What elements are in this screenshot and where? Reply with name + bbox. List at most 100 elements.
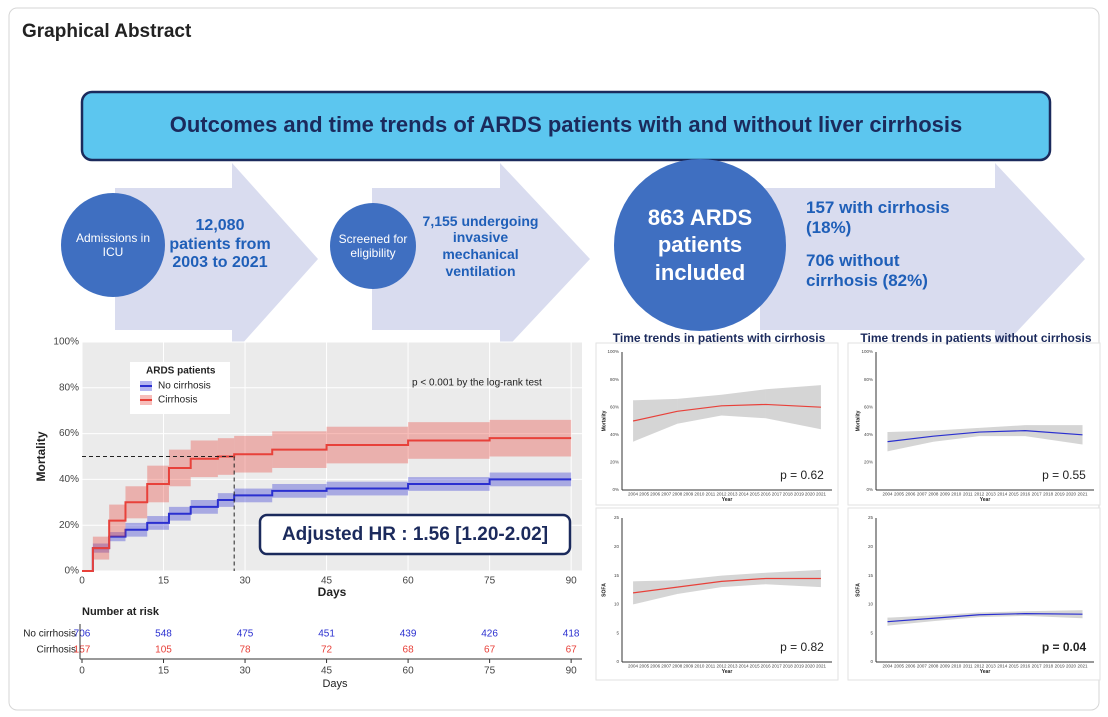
x-tick-label: 2015 <box>750 492 761 497</box>
x-tick-label: 15 <box>158 576 170 587</box>
x-tick-label: 15 <box>158 666 170 677</box>
y-tick-label: 25 <box>868 515 874 520</box>
arrow <box>372 163 590 355</box>
banner <box>80 90 1052 162</box>
x-tick-label: 2007 <box>661 492 672 497</box>
x-tick-label: 2005 <box>639 492 650 497</box>
x-axis-label: Days <box>318 585 347 599</box>
series-line <box>632 577 821 594</box>
x-tick-label: 2006 <box>905 492 916 497</box>
x-tick-label: 2014 <box>997 492 1008 497</box>
p-value: p = 0.55 <box>1042 468 1086 482</box>
x-tick-label: 2008 <box>672 492 683 497</box>
x-tick-label: 2013 <box>728 664 739 669</box>
x-tick-label: 2019 <box>794 492 805 497</box>
x-tick-label: 2004 <box>882 492 893 497</box>
annotation: p < 0.001 by the log-rank test <box>412 378 542 389</box>
x-tick-label: 2015 <box>1009 664 1020 669</box>
y-tick-label: 0% <box>65 566 80 577</box>
x-tick-label: 2012 <box>716 664 727 669</box>
x-tick-label: 0 <box>79 576 85 587</box>
step-circle-text: 863 ARDS patients included <box>647 204 753 285</box>
x-tick-label: 0 <box>79 666 85 677</box>
y-tick-label: 0 <box>616 659 619 664</box>
x-tick-label: 2017 <box>1032 664 1043 669</box>
y-tick-label: 40% <box>864 432 873 437</box>
hr-box <box>258 513 572 556</box>
x-tick-label: 2014 <box>997 664 1008 669</box>
risk-value: 426 <box>481 629 498 640</box>
y-tick-label: 20% <box>59 520 79 531</box>
risk-value: 67 <box>566 645 578 656</box>
panel-title: Time trends in patients without cirrhosi… <box>860 331 1091 345</box>
y-tick-label: 100% <box>53 337 79 348</box>
banner-title: Outcomes and time trends of ARDS patient… <box>170 112 963 137</box>
y-tick-label: 40% <box>59 474 79 485</box>
confidence-band <box>933 427 980 442</box>
x-tick-label: 2011 <box>706 664 716 669</box>
panel-title: Time trends in patients with cirrhosis <box>613 331 826 345</box>
x-tick-label: 90 <box>566 666 578 677</box>
y-axis-label: Mortality <box>34 431 48 481</box>
y-tick-label: 20 <box>614 544 620 549</box>
risk-value: 418 <box>563 629 580 640</box>
y-tick-label: 100% <box>607 349 619 354</box>
x-tick-label: 30 <box>239 576 251 587</box>
x-tick-label: 2019 <box>1055 664 1066 669</box>
y-tick-label: 80% <box>59 382 79 393</box>
x-tick-label: 2007 <box>661 664 672 669</box>
x-tick-label: 2004 <box>628 664 639 669</box>
step-circle <box>330 203 416 289</box>
risk-value: 67 <box>484 645 496 656</box>
x-tick-label: 2010 <box>951 492 962 497</box>
x-tick-label: 60 <box>403 666 415 677</box>
confidence-band <box>721 389 766 419</box>
x-tick-label: 2018 <box>1043 492 1054 497</box>
y-tick-label: 100% <box>861 349 873 354</box>
series-line <box>82 437 572 572</box>
x-tick-label: 45 <box>321 666 333 677</box>
hazard-ratio: Adjusted HR : 1.56 [1.20-2.02] <box>282 524 548 545</box>
risk-value: 706 <box>74 629 91 640</box>
x-tick-label: 75 <box>484 666 496 677</box>
x-tick-label: 2016 <box>761 492 772 497</box>
y-tick-label: 15 <box>614 573 620 578</box>
x-axis-label: Year <box>980 497 991 503</box>
x-axis-label: Year <box>722 669 733 675</box>
y-tick-label: 5 <box>870 630 873 635</box>
y-axis-label: SOFA <box>855 583 861 597</box>
y-tick-label: 25 <box>614 515 620 520</box>
x-tick-label: 2019 <box>1055 492 1066 497</box>
y-tick-label: 60% <box>864 404 873 409</box>
x-tick-label: 2014 <box>739 492 750 497</box>
x-tick-label: 2020 <box>805 664 816 669</box>
x-tick-label: 30 <box>239 666 251 677</box>
x-tick-label: 2013 <box>728 492 739 497</box>
risk-value: 451 <box>318 629 335 640</box>
arrow <box>760 163 1085 355</box>
x-tick-label: 2008 <box>928 492 939 497</box>
plot-background <box>622 352 832 490</box>
x-tick-label: 2018 <box>1043 664 1054 669</box>
step-circle-text: Admissions in ICU <box>75 230 151 259</box>
x-tick-label: 75 <box>484 576 496 587</box>
plot-background <box>876 352 1094 490</box>
y-tick-label: 80% <box>610 377 619 382</box>
x-tick-label: 2008 <box>928 664 939 669</box>
x-tick-label: 2019 <box>794 664 805 669</box>
step-circle-text: Screened for eligibility <box>338 231 408 260</box>
step-circle <box>614 159 786 331</box>
x-tick-label: 2005 <box>894 492 905 497</box>
x-tick-label: 2017 <box>772 492 783 497</box>
x-tick-label: 2004 <box>882 664 893 669</box>
risk-value: 105 <box>155 645 172 656</box>
x-tick-label: 2012 <box>716 492 727 497</box>
legend-box <box>130 362 230 414</box>
x-tick-label: 2021 <box>1078 492 1089 497</box>
step-item: 706 without cirrhosis (82%) <box>806 250 928 290</box>
x-tick-label: 2018 <box>783 664 794 669</box>
y-tick-label: 0% <box>612 487 619 492</box>
x-tick-label: 2005 <box>639 664 650 669</box>
